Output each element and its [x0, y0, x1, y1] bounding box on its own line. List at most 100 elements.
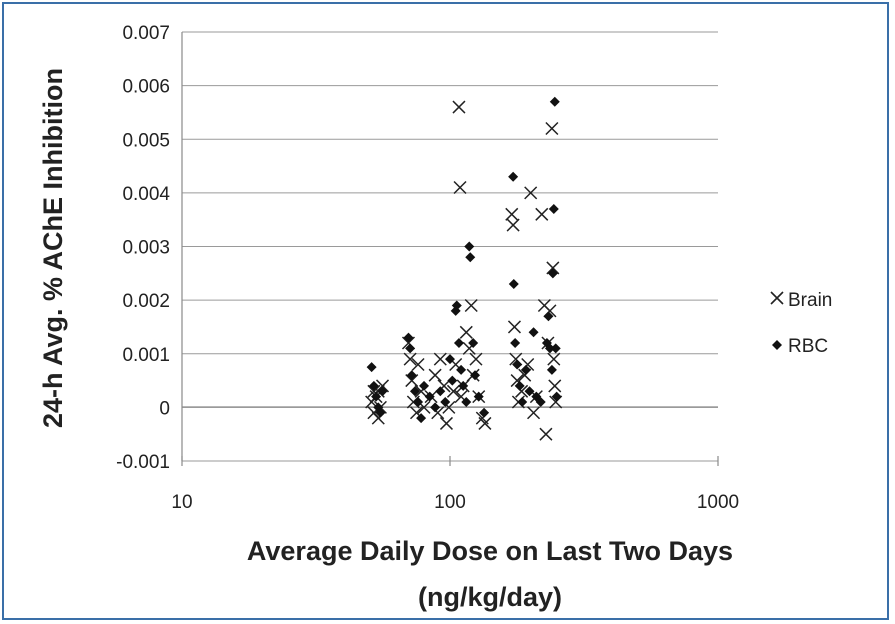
- brain-data-point: [478, 416, 492, 430]
- rbc-data-point: [470, 370, 481, 381]
- rbc-data-point: [461, 397, 472, 408]
- rbc-data-point: [447, 375, 458, 386]
- brain-data-point: [464, 298, 478, 313]
- rbc-data-point: [445, 354, 455, 365]
- brain-data-point: [439, 416, 453, 430]
- rbc-data-point: [430, 402, 441, 413]
- brain-data-point: [547, 352, 561, 366]
- rbc-data-point: [514, 380, 525, 391]
- brain-data-point: [535, 207, 549, 221]
- rbc-data-point: [377, 386, 388, 397]
- brain-data-point: [527, 406, 541, 420]
- rbc-data-point: [528, 327, 539, 338]
- x-tick-labels: 10 100 1000: [171, 492, 739, 513]
- rbc-data-point: [456, 364, 467, 375]
- rbc-data-point: [468, 338, 479, 349]
- rbc-data-point: [508, 279, 519, 290]
- y-tick-label: 0.007: [122, 23, 170, 44]
- brain-data-point: [433, 352, 447, 366]
- rbc-data-point: [465, 252, 476, 263]
- brain-data-point: [469, 352, 483, 366]
- brain-data-point: [505, 207, 519, 221]
- brain-data-point: [539, 427, 553, 441]
- y-tick-label: -0.001: [116, 452, 170, 473]
- rbc-data-point: [371, 391, 382, 402]
- brain-data-point: [428, 368, 442, 382]
- rbc-data-point: [406, 370, 417, 381]
- legend-item-brain: Brain: [770, 290, 832, 311]
- brain-data-point: [506, 218, 520, 232]
- y-tick-label: 0: [159, 398, 170, 419]
- rbc-data-point: [543, 311, 554, 322]
- grid-lines: [181, 31, 719, 466]
- legend-diamond-marker-icon: [772, 340, 782, 350]
- rbc-data-point: [424, 391, 435, 402]
- rbc-data-point: [535, 397, 546, 408]
- brain-data-point: [452, 100, 466, 114]
- rbc-data-point: [551, 391, 562, 402]
- legend-label-rbc: RBC: [788, 336, 828, 357]
- rbc-data-point: [368, 380, 379, 391]
- brain-data-point: [403, 352, 417, 366]
- rbc-data-point: [546, 364, 557, 375]
- x-tick-label: 1000: [697, 492, 739, 513]
- rbc-data-point: [413, 397, 424, 408]
- rbc-data-point: [510, 338, 521, 349]
- brain-data-point: [545, 121, 559, 136]
- rbc-data-point: [464, 241, 475, 252]
- rbc-data-point: [512, 359, 523, 370]
- brain-data-point: [375, 379, 390, 393]
- rbc-data-point: [451, 300, 462, 311]
- rbc-data-point: [366, 362, 377, 373]
- rbc-data-point: [524, 386, 535, 397]
- rbc-data-point: [544, 343, 555, 354]
- brain-data-point: [459, 325, 473, 339]
- y-tick-labels: 0.007 0.006 0.005 0.004 0.003 0.002 0.001 0 -0.0…: [116, 23, 170, 473]
- y-tick-label: 0.004: [122, 184, 170, 205]
- rbc-data-point: [453, 338, 464, 349]
- rbc-data-point: [409, 386, 420, 397]
- brain-data-point: [411, 357, 425, 372]
- brain-data-point: [453, 180, 467, 195]
- brain-data-point: [405, 374, 419, 388]
- rbc-data-point: [479, 407, 490, 418]
- rbc-data-point: [520, 364, 531, 375]
- x-axis-title-line2: (ng/kg/day): [418, 582, 562, 612]
- legend-label-brain: Brain: [788, 290, 832, 311]
- brain-data-point: [524, 186, 538, 200]
- y-tick-label: 0.005: [122, 130, 170, 151]
- rbc-data-point: [403, 332, 414, 343]
- rbc-data-point: [550, 343, 561, 354]
- y-tick-label: 0.006: [122, 77, 170, 98]
- rbc-data-point: [458, 380, 469, 391]
- brain-data-point: [546, 261, 560, 275]
- rbc-data-point: [416, 413, 427, 424]
- rbc-data-point: [405, 343, 416, 354]
- rbc-data-point: [548, 203, 559, 214]
- x-axis-title-line1: Average Daily Dose on Last Two Days: [247, 536, 733, 566]
- legend-item-rbc: RBC: [772, 336, 828, 357]
- rbc-data-point: [547, 268, 558, 279]
- x-tick-label: 100: [434, 492, 466, 513]
- legend: Brain RBC: [770, 290, 832, 357]
- rbc-data-point: [419, 380, 430, 391]
- brain-data-point: [507, 320, 521, 334]
- y-tick-label: 0.003: [122, 238, 170, 259]
- rbc-data-point: [549, 96, 560, 107]
- brain-data-point: [548, 379, 562, 393]
- y-tick-label: 0.001: [122, 345, 170, 366]
- legend-x-marker-icon: [770, 291, 784, 305]
- rbc-data-point: [508, 171, 519, 182]
- data-points: [365, 96, 563, 441]
- rbc-data-point: [435, 386, 446, 397]
- rbc-data-point: [440, 397, 451, 408]
- brain-data-point: [446, 384, 460, 398]
- rbc-data-point: [375, 407, 386, 418]
- y-tick-label: 0.002: [122, 291, 170, 312]
- y-axis-title: 24-h Avg. % AChE Inhibition: [38, 68, 68, 428]
- rbc-data-point: [517, 397, 528, 408]
- rbc-data-point: [473, 391, 484, 402]
- x-tick-label: 10: [171, 492, 192, 513]
